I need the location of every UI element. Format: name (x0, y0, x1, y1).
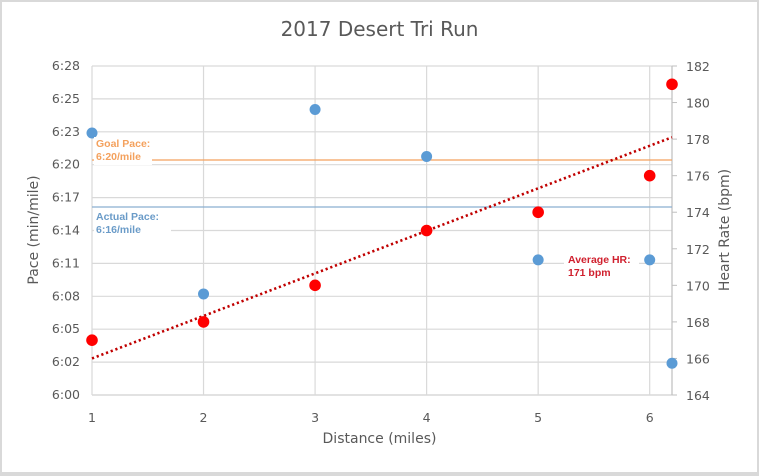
pace-point (666, 357, 678, 369)
average-hr-label: Average HR: 171 bpm (564, 253, 639, 281)
y-tick-label: 6:08 (52, 288, 80, 303)
goal-pace-label-line1: Goal Pace: (96, 138, 151, 150)
x-tick-label: 5 (534, 410, 542, 425)
y2-tick-label: 172 (686, 242, 710, 257)
y-tick-label: 6:02 (52, 354, 80, 369)
pace-point (532, 254, 544, 266)
data-points (86, 78, 678, 369)
heart-rate-point (197, 316, 210, 328)
x-axis-ticks: 1 2 3 4 5 6 (88, 410, 654, 425)
heart-rate-point (420, 224, 433, 237)
x-tick-label: 1 (88, 410, 96, 425)
y2-tick-label: 170 (686, 278, 710, 293)
trendline (91, 136, 673, 360)
heart-rate-point (309, 279, 321, 292)
average-hr-label-line1: Average HR: (568, 254, 631, 266)
y-tick-label: 6:28 (52, 58, 80, 73)
y2-tick-label: 176 (686, 169, 710, 184)
actual-pace-label-line2: 6:16/mile (96, 224, 141, 236)
y2-tick-label: 166 (686, 351, 710, 366)
x-tick-label: 3 (311, 410, 319, 425)
goal-pace-label: Goal Pace: 6:20/mile (94, 137, 153, 165)
y-tick-label: 6:05 (52, 321, 80, 336)
y2-tick-label: 174 (686, 205, 710, 220)
gridlines (91, 65, 677, 396)
heart-rate-trendline (91, 136, 673, 360)
y-tick-label: 6:00 (52, 387, 80, 402)
y-axis-ticks-right: 164 166 168 170 172 174 176 178 180 182 (686, 59, 710, 403)
y-tick-label: 6:20 (52, 157, 80, 172)
chart-title: 2017 Desert Tri Run (280, 17, 479, 41)
y-tick-label: 6:23 (52, 124, 80, 139)
y2-tick-label: 180 (686, 96, 710, 111)
y-axis-ticks-left: 6:00 6:02 6:05 6:08 6:11 6:14 6:17 6:20 6:23 6:25… (52, 58, 80, 402)
actual-pace-label-line1: Actual Pace: (96, 211, 160, 223)
average-hr-label-line2: 171 bpm (568, 267, 611, 279)
pace-point (309, 103, 321, 115)
y2-tick-label: 164 (686, 388, 710, 403)
reference-lines (92, 159, 672, 208)
heart-rate-point (532, 206, 544, 219)
y-tick-label: 6:11 (52, 255, 80, 270)
y-tick-label: 6:25 (52, 91, 80, 106)
y2-tick-label: 168 (686, 315, 710, 330)
actual-pace-label: Actual Pace: 6:16/mile (94, 210, 172, 238)
pace-point (421, 150, 433, 162)
x-tick-label: 4 (423, 410, 431, 425)
goal-pace-label-line2: 6:20/mile (96, 151, 141, 163)
pace-point (644, 254, 656, 266)
pace-point (198, 288, 210, 300)
x-axis-label: Distance (miles) (322, 431, 437, 447)
y2-tick-label: 178 (686, 132, 710, 147)
pace-point (86, 127, 98, 139)
x-tick-label: 2 (200, 410, 208, 425)
y-tick-label: 6:17 (52, 190, 80, 205)
y-tick-label: 6:14 (52, 223, 80, 238)
y2-tick-label: 182 (686, 59, 710, 74)
x-tick-label: 6 (646, 410, 654, 425)
heart-rate-point (86, 334, 98, 346)
heart-rate-point (666, 78, 678, 91)
heart-rate-point (643, 169, 656, 182)
